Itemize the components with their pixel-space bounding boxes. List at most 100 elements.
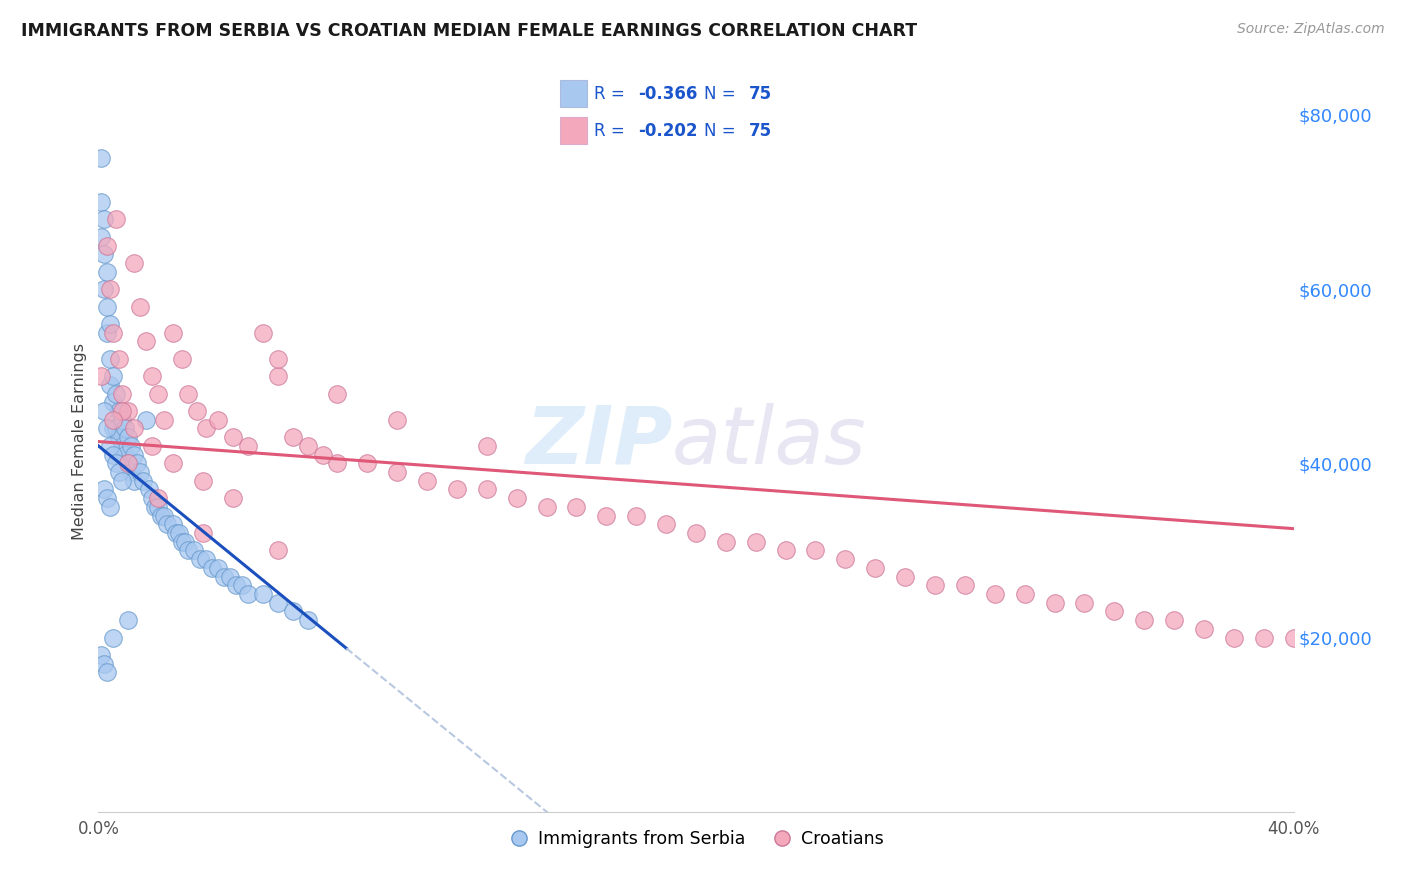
Point [93, 483, 115, 497]
Point [90, 369, 112, 384]
Point [267, 596, 290, 610]
Point [924, 578, 946, 592]
Point [124, 448, 146, 462]
Point [150, 508, 173, 523]
Point [103, 448, 125, 462]
Point [103, 413, 125, 427]
Point [111, 386, 134, 401]
Point [1104, 604, 1126, 618]
Point [135, 334, 157, 349]
Point [219, 569, 242, 583]
Text: ZIP: ZIP [524, 402, 672, 481]
Point [685, 526, 707, 541]
Point [90, 648, 112, 662]
Point [93, 282, 115, 296]
Point [416, 474, 439, 488]
Point [804, 543, 827, 558]
Point [124, 474, 146, 488]
Point [326, 386, 349, 401]
Point [135, 413, 157, 427]
Point [111, 404, 134, 418]
Point [177, 386, 200, 401]
Point [98, 439, 122, 453]
Point [207, 561, 229, 575]
Point [222, 491, 245, 505]
Point [93, 212, 115, 227]
Point [191, 526, 214, 541]
Point [108, 465, 131, 479]
Point [148, 500, 170, 514]
Point [385, 465, 409, 479]
Point [775, 543, 797, 558]
Point [148, 491, 170, 505]
Point [111, 439, 134, 453]
Point [1192, 622, 1215, 636]
Text: IMMIGRANTS FROM SERBIA VS CROATIAN MEDIAN FEMALE EARNINGS CORRELATION CHART: IMMIGRANTS FROM SERBIA VS CROATIAN MEDIA… [21, 22, 917, 40]
Point [93, 657, 115, 671]
Point [311, 448, 333, 462]
Point [595, 508, 617, 523]
Point [138, 483, 160, 497]
Text: Source: ZipAtlas.com: Source: ZipAtlas.com [1237, 22, 1385, 37]
Point [141, 369, 163, 384]
Point [1073, 596, 1095, 610]
Point [231, 578, 253, 592]
Point [96, 265, 118, 279]
Point [475, 439, 498, 453]
Point [103, 631, 125, 645]
Point [117, 456, 139, 470]
Point [98, 351, 122, 366]
Point [1282, 631, 1305, 645]
Point [105, 386, 128, 401]
Point [326, 456, 349, 470]
Point [834, 552, 856, 566]
Point [195, 421, 218, 435]
Point [153, 413, 176, 427]
Point [1163, 613, 1185, 627]
Point [207, 413, 229, 427]
Point [195, 552, 218, 566]
Point [117, 404, 139, 418]
Point [120, 465, 142, 479]
Point [141, 491, 163, 505]
Point [96, 491, 118, 505]
Point [90, 230, 112, 244]
Legend: Immigrants from Serbia, Croatians: Immigrants from Serbia, Croatians [502, 823, 890, 855]
Point [114, 421, 136, 435]
Point [506, 491, 529, 505]
Point [1014, 587, 1036, 601]
Point [141, 439, 163, 453]
Point [183, 543, 205, 558]
Point [105, 421, 128, 435]
Point [114, 448, 136, 462]
Point [1133, 613, 1156, 627]
Point [98, 378, 122, 392]
Point [252, 587, 274, 601]
Point [162, 456, 184, 470]
Point [162, 517, 184, 532]
Point [120, 439, 142, 453]
Point [172, 534, 194, 549]
Point [124, 421, 146, 435]
Point [188, 552, 211, 566]
Point [90, 194, 112, 209]
Point [98, 282, 122, 296]
Point [236, 439, 259, 453]
Point [267, 351, 290, 366]
Point [127, 456, 149, 470]
Y-axis label: Median Female Earnings: Median Female Earnings [72, 343, 87, 540]
Point [236, 587, 259, 601]
Point [1223, 631, 1246, 645]
Point [252, 326, 274, 340]
Point [153, 508, 176, 523]
Point [105, 212, 128, 227]
Point [96, 665, 118, 680]
Point [148, 386, 170, 401]
Point [103, 369, 125, 384]
Point [267, 543, 290, 558]
Point [212, 569, 235, 583]
Point [225, 578, 247, 592]
Point [105, 456, 128, 470]
Point [167, 526, 190, 541]
Point [103, 421, 125, 435]
